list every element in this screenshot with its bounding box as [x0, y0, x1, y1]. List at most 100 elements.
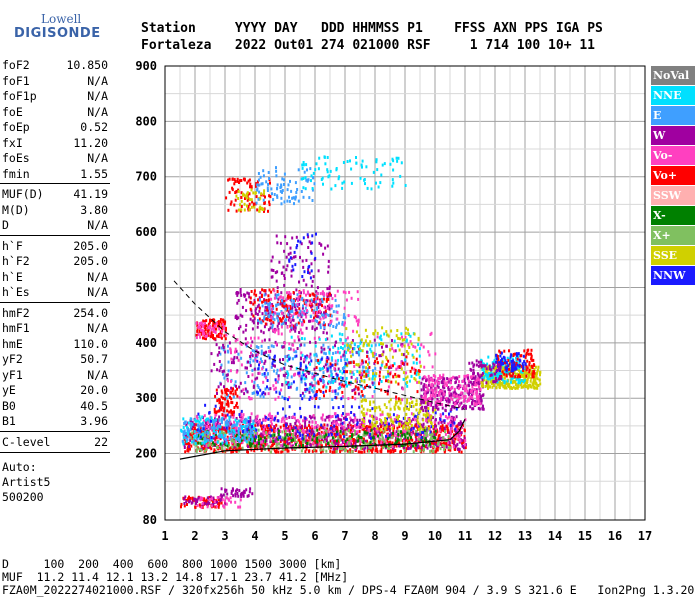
echo-point — [292, 380, 295, 384]
echo-point — [203, 414, 206, 418]
echo-point — [406, 384, 409, 388]
echo-point — [295, 350, 298, 354]
echo-point — [391, 421, 394, 425]
echo-point — [352, 429, 355, 432]
echo-point — [385, 428, 388, 432]
echo-point — [463, 379, 466, 383]
echo-point — [404, 331, 407, 335]
echo-point — [420, 446, 423, 450]
echo-point — [440, 427, 443, 431]
echo-point — [374, 439, 377, 443]
echo-point — [237, 419, 240, 423]
echo-point — [467, 376, 470, 380]
echo-point — [477, 360, 480, 364]
echo-point — [512, 352, 515, 356]
echo-point — [395, 334, 398, 338]
echo-point — [380, 431, 383, 435]
echo-point — [360, 390, 363, 394]
echo-point — [241, 446, 244, 450]
echo-point — [385, 434, 387, 438]
echo-point — [323, 426, 326, 430]
echo-point — [267, 417, 270, 421]
echo-point — [353, 413, 356, 417]
echo-point — [439, 402, 442, 406]
echo-point — [499, 354, 502, 358]
echo-point — [206, 431, 209, 435]
echo-point — [373, 338, 376, 342]
echo-point — [452, 401, 455, 405]
echo-point — [271, 428, 273, 432]
echo-point — [230, 379, 232, 383]
echo-point — [322, 431, 325, 435]
echo-point — [300, 351, 303, 355]
echo-point — [294, 329, 297, 333]
echo-point — [451, 398, 454, 402]
header-value: 11 — [579, 38, 596, 53]
echo-point — [397, 382, 400, 386]
echo-point — [304, 312, 307, 316]
echo-point — [440, 396, 443, 400]
echo-point — [368, 435, 371, 439]
echo-point — [409, 340, 412, 344]
echo-point — [382, 421, 385, 425]
echo-point — [332, 345, 335, 349]
echo-point — [281, 367, 284, 371]
echo-point — [240, 417, 243, 421]
echo-point — [412, 344, 415, 348]
echo-point — [465, 387, 468, 391]
echo-point — [245, 298, 248, 302]
echo-point — [277, 374, 280, 378]
echo-point — [226, 413, 229, 417]
echo-point — [536, 377, 539, 381]
echo-point — [361, 373, 364, 377]
echo-point — [234, 432, 237, 436]
echo-point — [397, 405, 400, 409]
echo-point — [428, 397, 431, 401]
echo-point — [335, 340, 338, 344]
echo-point — [325, 443, 328, 447]
echo-point — [433, 435, 436, 439]
echo-point — [522, 364, 525, 368]
echo-point — [358, 347, 361, 351]
echo-point — [436, 384, 439, 388]
echo-point — [293, 373, 295, 377]
echo-point — [423, 439, 426, 443]
echo-point — [397, 429, 400, 433]
echo-point — [429, 420, 432, 424]
param-name: hmE — [2, 336, 23, 351]
echo-point — [402, 426, 404, 430]
echo-point — [298, 302, 300, 306]
echo-point — [360, 446, 362, 450]
echo-point — [305, 299, 308, 303]
echo-point — [210, 438, 213, 442]
echo-point — [334, 351, 337, 355]
echo-point — [321, 366, 324, 370]
echo-point — [227, 360, 230, 364]
echo-point — [240, 356, 243, 360]
echo-point — [337, 417, 340, 421]
header-value: 274 — [321, 38, 353, 53]
echo-point — [341, 333, 344, 337]
echo-point — [523, 372, 526, 376]
echo-point — [430, 436, 433, 440]
echo-point — [227, 394, 229, 398]
echo-point — [354, 429, 356, 433]
echo-point — [352, 424, 355, 428]
echo-point — [258, 309, 261, 313]
echo-point — [182, 433, 185, 437]
echo-point — [370, 442, 373, 446]
echo-point — [461, 426, 464, 429]
echo-point — [459, 420, 462, 424]
echo-point — [392, 445, 395, 449]
echo-point — [385, 419, 387, 422]
echo-point — [336, 447, 339, 451]
echo-point — [287, 381, 290, 385]
echo-point — [302, 429, 304, 432]
echo-point — [375, 372, 378, 376]
echo-point — [444, 408, 447, 412]
echo-point — [452, 405, 455, 408]
echo-point — [398, 414, 400, 418]
echo-point — [262, 425, 265, 429]
echo-point — [324, 437, 327, 441]
echo-cluster — [467, 359, 503, 385]
